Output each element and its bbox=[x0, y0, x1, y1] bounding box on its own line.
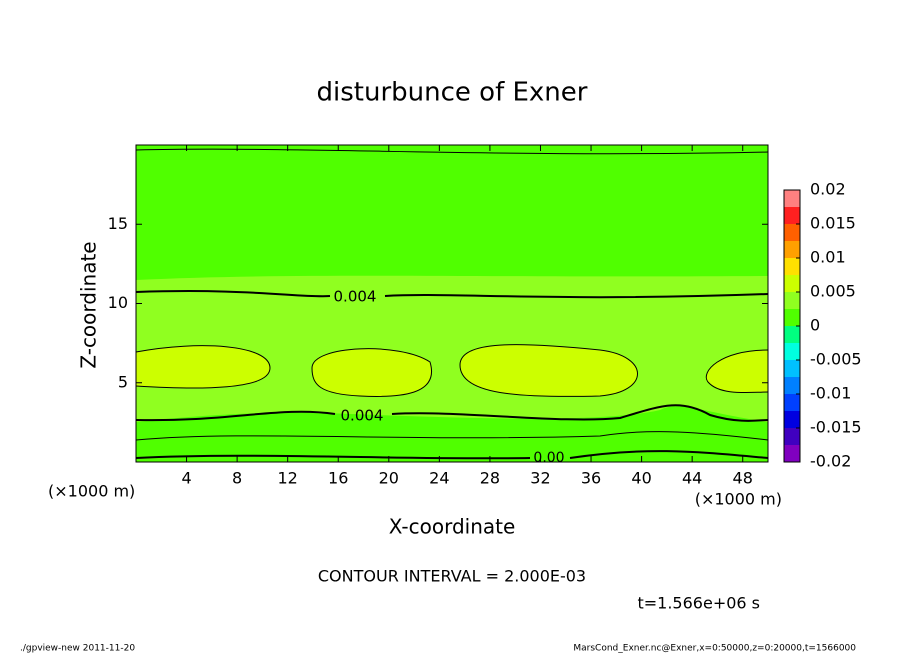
chart-title: disturbunce of Exner bbox=[317, 78, 588, 108]
x-tick-label: 40 bbox=[631, 469, 651, 488]
x-tick-label: 16 bbox=[328, 469, 348, 488]
footer-left: ./gpview-new 2011-11-20 bbox=[20, 644, 135, 654]
contour-label: 0.004 bbox=[341, 407, 384, 425]
footer-right: MarsCond_Exner.nc@Exner,x=0:50000,z=0:20… bbox=[573, 644, 856, 654]
colorbar-band bbox=[784, 292, 800, 309]
y-tick-label: 10 bbox=[108, 293, 128, 312]
colorbar-tick-label: -0.01 bbox=[810, 384, 851, 403]
x-tick-label: 8 bbox=[232, 469, 242, 488]
colorbar-band bbox=[784, 241, 800, 258]
contour-line bbox=[135, 404, 769, 422]
colorbar-band bbox=[784, 190, 800, 207]
x-tick-label: 24 bbox=[429, 469, 449, 488]
x-tick-label: 12 bbox=[278, 469, 298, 488]
colorbar-tick-label: 0.01 bbox=[810, 248, 846, 267]
colorbar-band bbox=[784, 224, 800, 241]
time-label: t=1.566e+06 s bbox=[637, 594, 760, 613]
contour-line bbox=[135, 290, 769, 299]
colorbar-band bbox=[784, 411, 800, 428]
colorbar-band bbox=[784, 377, 800, 394]
colorbar-tick-label: 0.02 bbox=[810, 180, 846, 199]
contour-line bbox=[135, 148, 769, 155]
field-region bbox=[312, 348, 432, 397]
colorbar-band bbox=[784, 445, 800, 462]
x-tick-label: 44 bbox=[682, 469, 702, 488]
colorbar-band bbox=[784, 394, 800, 411]
field: 0.004 0.004 0.00 bbox=[135, 145, 769, 466]
colorbar-tick-label: -0.005 bbox=[810, 350, 862, 369]
colorbar-band bbox=[784, 360, 800, 377]
colorbar-tick-label: 0.015 bbox=[810, 214, 856, 233]
contour-interval: CONTOUR INTERVAL = 2.000E-03 bbox=[318, 567, 586, 586]
contour-line bbox=[135, 344, 769, 397]
y-axis-label: Z-coordinate bbox=[77, 241, 101, 368]
x-unit: (×1000 m) bbox=[695, 490, 782, 509]
y-tick-label: 15 bbox=[108, 214, 128, 233]
colorbar-band bbox=[784, 343, 800, 360]
contour-label: 0.00 bbox=[533, 450, 564, 466]
colorbar-band bbox=[784, 309, 800, 326]
x-tick-label: 28 bbox=[480, 469, 500, 488]
x-tick-label: 32 bbox=[530, 469, 550, 488]
colorbar-tick-label: 0.005 bbox=[810, 282, 856, 301]
y-unit: (×1000 m) bbox=[48, 482, 135, 501]
field-region bbox=[460, 344, 638, 397]
colorbar-tick-label: -0.02 bbox=[810, 452, 851, 471]
x-axis-label: X-coordinate bbox=[389, 515, 516, 539]
contour-line bbox=[135, 450, 769, 460]
colorbar-band bbox=[784, 428, 800, 445]
x-tick-label: 36 bbox=[581, 469, 601, 488]
field-region bbox=[136, 345, 270, 389]
field-region bbox=[706, 350, 768, 393]
x-tick-label: 4 bbox=[181, 469, 191, 488]
contour-line bbox=[135, 431, 769, 441]
colorbar-band bbox=[784, 275, 800, 292]
colorbar-tick-label: 0 bbox=[810, 316, 820, 335]
contour-label: 0.004 bbox=[334, 288, 377, 306]
colorbar-tick-label: -0.015 bbox=[810, 418, 862, 437]
colorbar-band bbox=[784, 326, 800, 343]
colorbar-band bbox=[784, 258, 800, 275]
y-tick-label: 5 bbox=[118, 372, 128, 391]
colorbar-band bbox=[784, 207, 800, 224]
x-tick-label: 48 bbox=[733, 469, 753, 488]
x-tick-label: 20 bbox=[379, 469, 399, 488]
